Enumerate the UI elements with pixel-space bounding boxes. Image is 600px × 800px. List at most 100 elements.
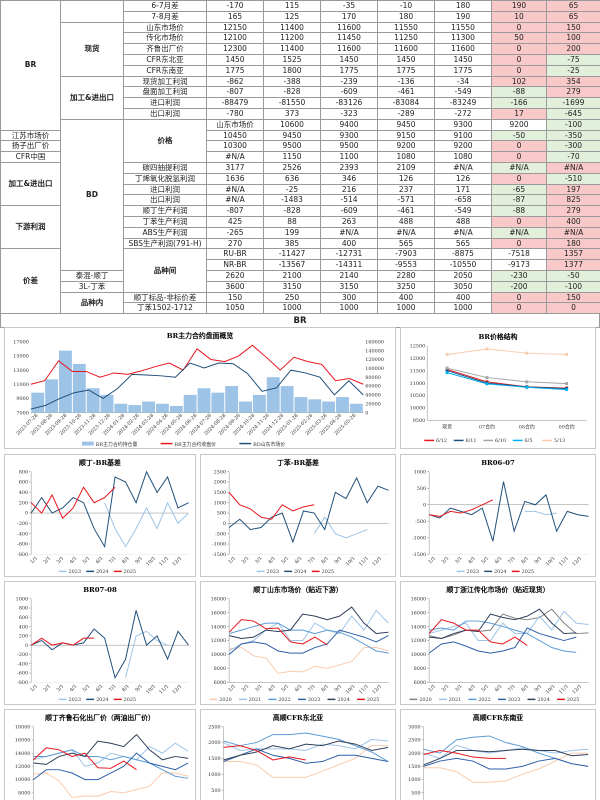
change-cell: 0	[491, 43, 547, 55]
subcategory-cell: 加工&进出口	[60, 75, 124, 120]
value-cell: 3150	[263, 280, 321, 293]
y2-tick-label: 100000	[365, 366, 384, 372]
change-cell: #N/A	[491, 161, 547, 174]
series-line-2025	[223, 745, 306, 761]
value-cell: #N/A	[206, 194, 264, 207]
category-cell: 价差	[0, 248, 61, 315]
table-row: 下游利润 顺丁生产利润 -807 -828 -609 -461 -549 -88 279	[0, 205, 600, 250]
value-cell: 9150	[377, 129, 435, 142]
value-cell: 2050	[434, 269, 492, 282]
y-tick-label: 10000	[211, 652, 227, 658]
row-label: 丁烯氧化脱氢利润	[123, 172, 207, 185]
legend-label: 2020	[419, 697, 432, 703]
row-label: 盘面加工利润	[123, 86, 207, 99]
x-tick-label: 11/1	[558, 683, 570, 695]
open-interest-bar	[239, 401, 252, 413]
value-cell: 1775	[377, 64, 435, 77]
y-tick-label: 2500	[408, 738, 420, 744]
value-cell: #N/A	[434, 161, 492, 174]
series-line-2024	[30, 610, 189, 680]
value-cell: 2109	[377, 161, 435, 174]
value-cell: -10550	[434, 259, 492, 271]
value-cell: 346	[320, 172, 378, 185]
series-line-2022	[423, 735, 589, 767]
y-tick-label: -1500	[212, 552, 226, 558]
x-tick-label: 6/1	[494, 683, 504, 693]
value-cell: -170	[206, 0, 264, 12]
change-cell: -166	[491, 97, 547, 109]
price-table: BR 6-7月差 -170 115 -35 -10 180 190 65 7-8月差 165 125 1…	[0, 0, 600, 315]
x-tick-label: 4/1	[467, 683, 477, 693]
x-tick-label: 7/1	[108, 555, 118, 565]
value-cell: 11200	[263, 32, 321, 45]
y-tick-label: 11000	[13, 382, 29, 388]
table-row: ABS生产利润 -265 199 #N/A #N/A #N/A #N/A #N/A	[1, 226, 600, 239]
value-cell: 1080	[377, 151, 435, 163]
value-cell: 1636	[206, 172, 264, 185]
y-tick-label: 8000	[214, 666, 227, 672]
change-cell: -510	[546, 172, 600, 185]
change-cell: -88	[491, 205, 547, 217]
series-line-6/11	[447, 370, 567, 390]
table-row: CFR中国 #N/A 1150 1100 1080 1080 0 -70	[0, 151, 600, 163]
change-cell: -88	[491, 86, 547, 99]
legend-label: BR主力合约持仓量	[96, 441, 138, 448]
value-cell: 300	[320, 291, 378, 304]
value-cell: 12300	[206, 43, 264, 55]
value-cell: -7903	[377, 248, 435, 261]
value-cell: -461	[377, 86, 435, 99]
y-tick-label: 2500	[214, 469, 227, 475]
y-tick-label: 2000	[208, 740, 220, 746]
row-label: RU-BR	[206, 248, 264, 261]
series-line-2023	[104, 501, 189, 548]
value-cell: -1483	[263, 194, 321, 207]
open-interest-bar	[322, 401, 336, 413]
open-interest-bar	[155, 403, 169, 413]
series-line-2024	[223, 740, 389, 761]
change-cell: 100	[546, 32, 600, 45]
value-cell: 1150	[263, 151, 321, 163]
value-cell: -9173	[491, 259, 547, 271]
change-cell: 102	[491, 75, 547, 88]
data-point	[565, 388, 569, 392]
open-interest-bar	[31, 392, 45, 413]
value-cell: -10	[377, 0, 435, 12]
value-cell: 2393	[320, 161, 378, 174]
x-tick-label: 7/1	[108, 683, 118, 693]
value-cell: 9450	[377, 118, 435, 131]
series-line-2023	[33, 752, 189, 781]
series-line-2024	[423, 748, 589, 766]
value-cell: 10300	[206, 140, 264, 153]
x-tick-label: 3/1	[454, 683, 464, 693]
chart-title: 高顺CFR东北亚	[273, 713, 323, 722]
value-cell: -11427	[263, 248, 321, 261]
y-tick-label: 0	[25, 511, 28, 517]
value-cell: -828	[263, 205, 321, 217]
legend-label: 2022	[278, 697, 291, 703]
series-line-2020	[33, 772, 189, 798]
y2-tick-label: 0	[365, 410, 368, 416]
table-row: 扬子出厂价 10300 9500 9500 9200 9200 0 -300	[0, 140, 600, 153]
series-line-6/5	[447, 372, 567, 391]
value-cell: 488	[377, 215, 435, 228]
value-cell: 11600	[320, 21, 378, 34]
y-tick-label: 3000	[408, 724, 420, 730]
change-cell: 10	[491, 10, 547, 23]
y-tick-label: 0	[25, 643, 28, 649]
category-cell: BD	[60, 118, 124, 271]
value-cell: 11600	[377, 43, 435, 55]
value-cell: -83126	[320, 97, 378, 109]
open-interest-bar	[142, 401, 155, 413]
value-cell: 1000	[377, 302, 435, 315]
change-cell: 0	[491, 151, 547, 163]
table-row: BR 6-7月差 -170 115 -35 -10 180 190 65	[0, 0, 600, 131]
value-cell: 9500	[320, 140, 378, 153]
y-tick-label: 14000	[15, 751, 31, 757]
table-row: 品种内 顺丁标品-非标价差 150 250 300 400 400 0 150	[1, 291, 600, 315]
value-cell: 565	[377, 237, 435, 250]
chart-title: 丁苯-BR基差	[277, 458, 319, 467]
y-tick-label: 200	[19, 634, 28, 640]
change-cell: -65	[491, 183, 547, 196]
value-cell: -7518	[491, 248, 547, 261]
y-tick-label: 12000	[211, 638, 227, 644]
